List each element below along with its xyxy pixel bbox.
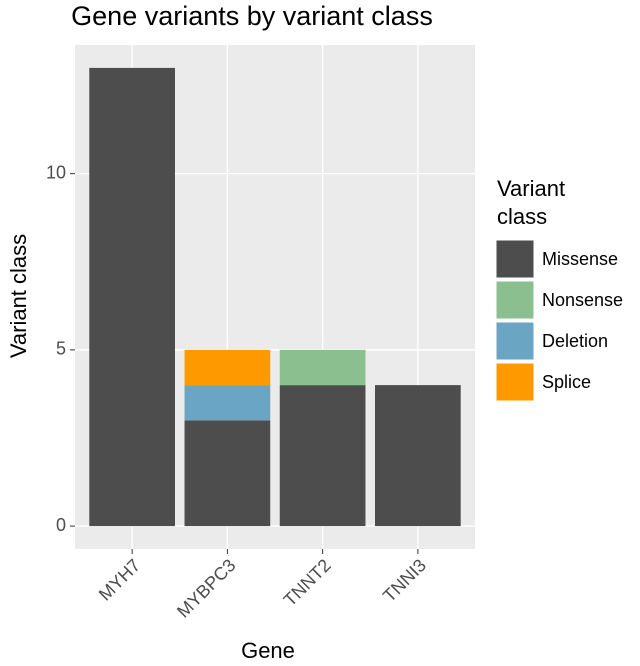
- legend-title-line: class: [497, 204, 547, 229]
- legend-label: Nonsense: [542, 290, 623, 310]
- y-tick-label: 0: [56, 515, 66, 535]
- bar-segment: [184, 349, 271, 386]
- legend-label: Splice: [542, 372, 591, 392]
- legend-label: Deletion: [542, 331, 608, 351]
- legend-title-line: Variant: [497, 176, 565, 201]
- bar-segment: [184, 385, 271, 421]
- legend-label: Missense: [542, 249, 618, 269]
- chart-title: Gene variants by variant class: [71, 1, 433, 31]
- x-tick-label: MYBPC3: [173, 555, 239, 621]
- legend-key: [495, 321, 535, 361]
- legend-key: [495, 362, 535, 402]
- x-axis-label: Gene: [241, 638, 295, 663]
- y-axis-label: Variant class: [6, 234, 31, 358]
- x-tick-label: TNNI3: [379, 555, 430, 606]
- legend-title: Variant class: [497, 176, 565, 229]
- bar-segment: [279, 349, 366, 386]
- bar-segment: [184, 420, 271, 527]
- legend-key: [495, 280, 535, 320]
- legend-key: [495, 239, 535, 279]
- y-tick-label: 10: [46, 162, 66, 182]
- x-tick-label: TNNT2: [280, 555, 335, 610]
- y-tick-label: 5: [56, 339, 66, 359]
- bar-segment: [279, 385, 366, 527]
- bar-segment: [375, 385, 461, 527]
- x-tick-label: MYH7: [95, 555, 145, 605]
- bar-segment: [89, 67, 175, 527]
